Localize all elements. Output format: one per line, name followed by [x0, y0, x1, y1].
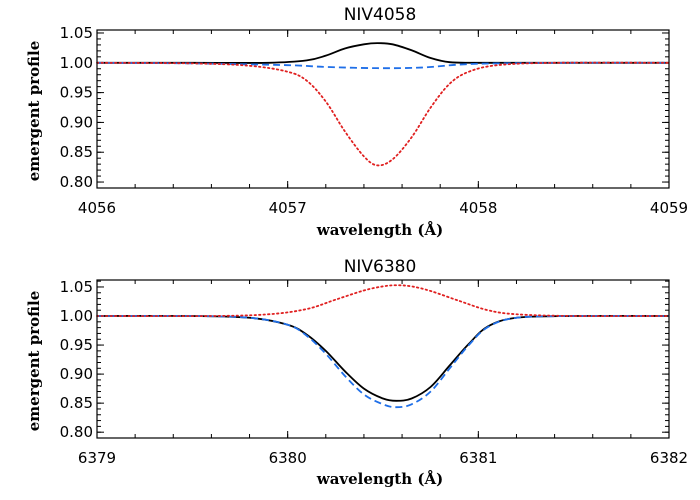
chart-title: NIV4058: [344, 5, 417, 25]
series-line-solid: [97, 42, 669, 64]
x-axis-label: wavelength (Å): [316, 221, 443, 239]
x-tick-label: 4058: [459, 199, 497, 217]
series-group: [96, 284, 670, 409]
y-tick-label: 0.95: [60, 84, 93, 102]
y-tick-label: 0.80: [60, 173, 93, 191]
x-tick-label: 4056: [78, 199, 116, 217]
y-tick-label: 0.85: [60, 394, 93, 412]
plot-frame: [96, 279, 670, 439]
series-line-dotted: [96, 284, 670, 318]
x-tick-label: 4057: [269, 199, 307, 217]
panel-niv6380: NIV6380 emergent profile wavelength (Å) …: [25, 257, 688, 488]
x-tick-label: 6382: [650, 449, 688, 467]
x-tick-label: 6380: [269, 449, 307, 467]
y-tick-label: 0.90: [60, 365, 93, 383]
y-axis-label: emergent profile: [25, 41, 43, 182]
tick-group: 4056 4057 4058 4059 0.80 0.85 0.90 0.95 1.00 1.05: [60, 24, 689, 217]
y-axis-label: emergent profile: [25, 291, 43, 432]
y-tick-label: 1.05: [60, 278, 93, 296]
series-line-solid: [96, 314, 670, 402]
series-group: [96, 42, 670, 167]
y-tick-label: 1.00: [60, 54, 93, 72]
y-tick-label: 1.00: [60, 307, 93, 325]
y-tick-label: 0.85: [60, 143, 93, 161]
panel-niv4058: NIV4058 emergent profile wavelength (Å) …: [25, 5, 688, 239]
x-tick-label: 4059: [650, 199, 688, 217]
series-line-dotted: [96, 61, 670, 167]
y-tick-label: 0.80: [60, 423, 93, 441]
tick-group: 6379 6380 6381 6382 0.80 0.85 0.90 0.95 1.00 1.05: [60, 278, 689, 467]
x-axis-label: wavelength (Å): [316, 470, 443, 488]
plot-frame: [96, 29, 670, 189]
y-tick-label: 1.05: [60, 24, 93, 42]
y-tick-label: 0.95: [60, 336, 93, 354]
chart-title: NIV6380: [344, 257, 417, 277]
x-tick-label: 6379: [78, 449, 116, 467]
y-tick-label: 0.90: [60, 113, 93, 131]
x-tick-label: 6381: [459, 449, 497, 467]
series-line-dashed: [96, 314, 670, 409]
